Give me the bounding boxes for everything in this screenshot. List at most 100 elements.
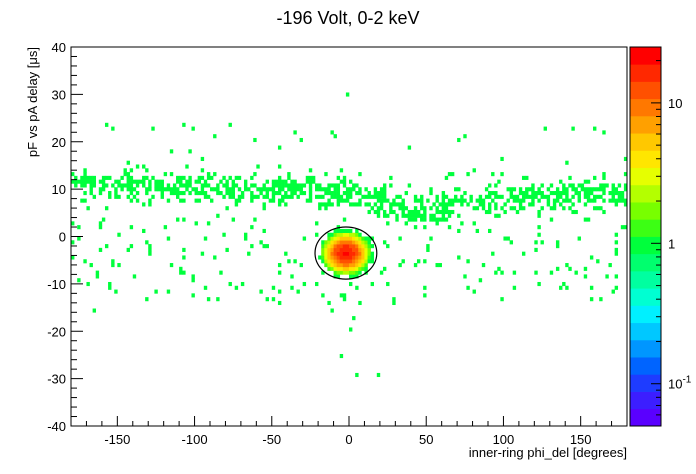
heatmap-cell bbox=[213, 172, 217, 177]
heatmap-cell bbox=[123, 168, 127, 173]
heatmap-cell bbox=[117, 263, 121, 268]
heatmap-cell bbox=[77, 278, 81, 283]
heatmap-cell bbox=[583, 202, 588, 207]
heatmap-cell bbox=[324, 263, 328, 268]
heatmap-cell bbox=[555, 266, 560, 271]
heatmap-cell bbox=[194, 179, 198, 184]
heatmap-cell bbox=[364, 194, 368, 199]
heatmap-cell bbox=[277, 191, 282, 196]
heatmap-cell bbox=[478, 198, 483, 203]
heatmap-cell bbox=[345, 228, 350, 234]
heatmap-cell bbox=[617, 194, 622, 199]
heatmap-cell bbox=[438, 209, 442, 215]
heatmap-cell bbox=[243, 232, 248, 237]
heatmap-cell bbox=[423, 209, 427, 215]
heatmap-cell bbox=[108, 285, 112, 290]
heatmap-cell bbox=[620, 198, 625, 203]
heatmap-cell bbox=[250, 194, 254, 199]
heatmap-cell bbox=[206, 172, 211, 177]
heatmap-cell bbox=[302, 236, 307, 241]
heatmap-cell bbox=[574, 191, 578, 196]
heatmap-cell bbox=[265, 179, 269, 184]
heatmap-cell bbox=[521, 191, 526, 196]
heatmap-cell bbox=[614, 191, 619, 196]
heatmap-cell bbox=[247, 187, 251, 192]
heatmap-cell bbox=[386, 221, 390, 226]
heatmap-cell bbox=[305, 179, 310, 184]
heatmap-cell bbox=[345, 263, 350, 268]
heatmap-cell bbox=[145, 187, 149, 192]
heatmap-cell bbox=[333, 270, 337, 275]
heatmap-cell bbox=[135, 179, 140, 184]
heatmap-cell bbox=[509, 191, 514, 196]
heatmap-cell bbox=[361, 251, 365, 256]
heatmap-cell bbox=[583, 266, 588, 271]
heatmap-cell bbox=[169, 149, 174, 154]
heatmap-cell bbox=[488, 202, 492, 207]
heatmap-cell bbox=[349, 228, 353, 234]
heatmap-cell bbox=[98, 191, 103, 196]
heatmap-cell bbox=[287, 194, 291, 199]
heatmap-cell bbox=[447, 172, 452, 177]
heatmap-cell bbox=[342, 244, 347, 249]
heatmap-cell bbox=[253, 194, 257, 199]
heatmap-cell bbox=[228, 281, 232, 287]
heatmap-cell bbox=[475, 228, 480, 234]
heatmap-cell bbox=[568, 266, 572, 271]
heatmap-cell bbox=[271, 183, 276, 188]
heatmap-cell bbox=[345, 187, 350, 192]
heatmap-cell bbox=[345, 247, 350, 252]
heatmap-cell bbox=[379, 194, 384, 199]
heatmap-cell bbox=[401, 202, 405, 207]
heatmap-cell bbox=[333, 259, 337, 264]
heatmap-cell bbox=[450, 172, 455, 177]
heatmap-cell bbox=[89, 183, 93, 188]
heatmap-cell bbox=[401, 209, 405, 215]
heatmap-cell bbox=[262, 194, 266, 199]
heatmap-cell bbox=[565, 194, 569, 199]
color-bar-segment bbox=[630, 322, 661, 341]
heatmap-cell bbox=[426, 247, 430, 252]
heatmap-cell bbox=[160, 194, 164, 199]
heatmap-cell bbox=[290, 285, 294, 290]
heatmap-cell bbox=[599, 206, 603, 211]
heatmap-cell bbox=[237, 187, 242, 192]
heatmap-cell bbox=[463, 134, 467, 139]
heatmap-cell bbox=[349, 266, 353, 271]
heatmap-cell bbox=[327, 300, 331, 306]
heatmap-cell bbox=[562, 187, 566, 192]
color-bar-segment bbox=[630, 253, 661, 272]
heatmap-cell bbox=[382, 240, 387, 245]
heatmap-cell bbox=[463, 191, 467, 196]
heatmap-cell bbox=[188, 149, 192, 154]
heatmap-cell bbox=[194, 221, 198, 226]
heatmap-cell bbox=[83, 179, 87, 184]
heatmap-cell bbox=[339, 247, 344, 252]
heatmap-cell bbox=[620, 191, 625, 196]
heatmap-cell bbox=[438, 202, 442, 207]
heatmap-cell bbox=[166, 289, 171, 294]
heatmap-cell bbox=[466, 259, 470, 264]
heatmap-cell bbox=[321, 240, 325, 245]
heatmap-cell bbox=[293, 187, 297, 192]
heatmap-cell bbox=[549, 191, 554, 196]
heatmap-cell bbox=[333, 247, 337, 252]
heatmap-cell bbox=[512, 285, 517, 290]
heatmap-cell bbox=[401, 259, 405, 264]
heatmap-cells bbox=[71, 92, 628, 378]
heatmap-cell bbox=[336, 202, 341, 207]
heatmap-cell bbox=[197, 198, 202, 203]
heatmap-cell bbox=[132, 274, 137, 279]
heatmap-cell bbox=[324, 244, 328, 249]
heatmap-cell bbox=[525, 187, 529, 192]
heatmap-cell bbox=[290, 179, 294, 184]
heatmap-cell bbox=[376, 372, 381, 378]
heatmap-cell bbox=[324, 247, 328, 252]
heatmap-cell bbox=[83, 175, 87, 180]
heatmap-cell bbox=[577, 191, 581, 196]
heatmap-cell bbox=[389, 175, 393, 180]
heatmap-cell bbox=[429, 206, 433, 211]
heatmap-cell bbox=[614, 274, 619, 279]
heatmap-cell bbox=[361, 259, 365, 264]
heatmap-cell bbox=[129, 244, 134, 249]
